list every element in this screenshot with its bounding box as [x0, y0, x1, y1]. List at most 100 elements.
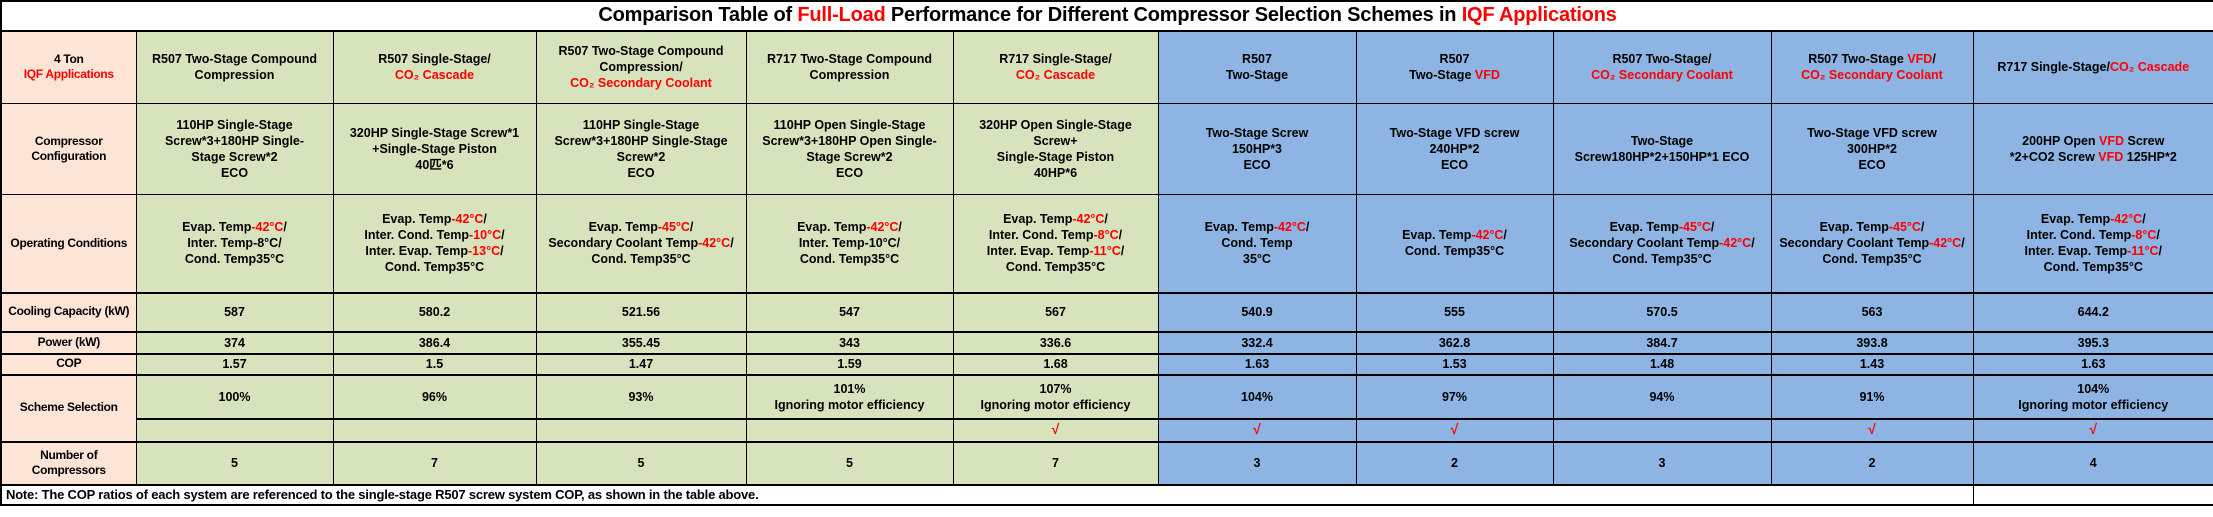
config-cell: 110HP Single-Stage Screw*3+180HP Single-…: [135, 103, 334, 196]
text-segment: / Inter. Cond. Temp: [2026, 212, 2146, 243]
cop-value-cell: 1.48: [1552, 352, 1772, 376]
text-segment: -42°C: [251, 220, 284, 235]
selection-value-cell: 101% Ignoring motor efficiency: [745, 373, 954, 420]
row-label-cell: Cooling Capacity (kW): [0, 291, 137, 333]
text-segment: 355.45: [621, 335, 661, 350]
text-segment: R507 Two-Stage/: [1612, 52, 1712, 67]
text-segment: 580.2: [418, 305, 451, 320]
text-segment: -42°C: [1929, 236, 1962, 251]
text-segment: -42°C: [2110, 212, 2143, 227]
text-segment: 125HP*2: [2123, 150, 2177, 165]
row-label-cell: COP: [0, 352, 137, 376]
text-segment: CO₂ Cascade: [2109, 60, 2190, 75]
text-segment: / Cond. Temp35°C: [1822, 236, 1965, 267]
note-spacer-cell: [1972, 483, 2213, 506]
text-segment: / Cond. Temp35°C: [2043, 244, 2162, 275]
compressor-count-cell: 2: [1770, 440, 1974, 486]
text-segment: -42°C: [1719, 236, 1752, 251]
compressor-count-cell: 3: [1552, 440, 1772, 486]
compressor-count-cell: 5: [535, 440, 747, 486]
conditions-cell: Evap. Temp-42°C/ Inter. Cond. Temp-10°C/…: [332, 194, 537, 294]
selection-value-cell: 104% Ignoring motor efficiency: [1972, 373, 2213, 420]
text-segment: Cooling Capacity (kW): [8, 304, 130, 319]
cop-value-cell: 1.43: [1770, 352, 1974, 376]
text-segment: 5: [231, 456, 238, 471]
text-segment: 3: [1658, 456, 1666, 471]
compressor-count-cell: 5: [135, 440, 334, 486]
text-segment: 5: [846, 456, 853, 471]
text-segment: Evap. Temp: [382, 212, 452, 227]
column-header-cell: R717 Single-Stage/ CO₂ Cascade: [952, 30, 1159, 105]
text-segment: 332.4: [1241, 335, 1273, 350]
selection-value-cell: 97%: [1355, 373, 1554, 420]
text-segment: 362.8: [1438, 335, 1471, 350]
text-segment: R717 Two-Stage Compound Compression: [766, 52, 933, 83]
selection-check-cell: [332, 417, 537, 443]
power-value-cell: 332.4: [1157, 330, 1357, 355]
conditions-cell: Evap. Temp-42°C/ Inter. Temp-10°C/ Cond.…: [745, 194, 954, 294]
text-segment: 4: [2089, 456, 2097, 471]
config-cell: Two-Stage Screw 150HP*3 ECO: [1157, 103, 1357, 196]
selection-check-cell: √: [952, 417, 1159, 443]
column-header-cell: R507 Two-Stage: [1157, 30, 1357, 105]
text-segment: VFD: [1474, 68, 1500, 83]
conditions-cell: Evap. Temp-42°C/ Inter. Cond. Temp-8°C/ …: [952, 194, 1159, 294]
config-cell: 110HP Open Single-Stage Screw*3+180HP Op…: [745, 103, 954, 196]
text-segment: 7: [1052, 456, 1059, 471]
text-segment: 395.3: [2077, 335, 2109, 350]
corner-cell: 4 Ton IQF Applications: [0, 30, 137, 105]
text-segment: / Secondary Coolant Temp: [1779, 220, 1930, 251]
config-cell: 200HP Open VFD Screw *2+CO2 Screw VFD 12…: [1972, 103, 2213, 196]
text-segment: 320HP Single-Stage Screw*1 +Single-Stage…: [349, 126, 520, 173]
text-segment: 2: [1868, 456, 1876, 471]
cop-value-cell: 1.59: [745, 352, 954, 376]
text-segment: / Cond. Temp 35°C: [1221, 220, 1310, 267]
text-segment: -8°C: [1093, 228, 1119, 243]
text-segment: / Cond. Temp35°C: [1612, 236, 1755, 267]
conditions-cell: Evap. Temp-42°C/ Cond. Temp35°C: [1355, 194, 1554, 294]
note-cell: Note: The COP ratios of each system are …: [0, 483, 1974, 506]
text-segment: Evap. Temp: [797, 220, 867, 235]
cooling-value-cell: 540.9: [1157, 291, 1357, 333]
text-segment: CO₂ Cascade: [1015, 68, 1096, 83]
compressor-count-cell: 5: [745, 440, 954, 486]
row-label-cell: Compressor Configuration: [0, 103, 137, 196]
text-segment: 386.4: [418, 335, 451, 350]
text-segment: Evap. Temp: [1609, 220, 1679, 235]
column-header-cell: R507 Single-Stage/ CO₂ Cascade: [332, 30, 537, 105]
check-icon: √: [1450, 421, 1459, 438]
text-segment: 336.6: [1039, 335, 1072, 350]
text-segment: VFD: [2098, 150, 2124, 165]
text-segment: Evap. Temp: [1204, 220, 1274, 235]
text-segment: 521.56: [621, 305, 661, 320]
power-value-cell: 343: [745, 330, 954, 355]
check-icon: √: [1868, 421, 1876, 438]
text-segment: / Cond. Temp35°C: [1404, 228, 1507, 259]
text-segment: / Cond. Temp35°C: [591, 236, 734, 267]
text-segment: 320HP Open Single-Stage Screw+ Single-St…: [979, 118, 1132, 181]
text-segment: / Secondary Coolant Temp: [1569, 220, 1720, 251]
compressor-count-cell: 4: [1972, 440, 2213, 486]
compressor-count-cell: 7: [332, 440, 537, 486]
text-segment: 100%: [218, 389, 251, 404]
text-segment: 4 Ton: [53, 51, 84, 66]
text-segment: 5: [637, 456, 645, 471]
text-segment: 1.57: [222, 357, 247, 372]
cooling-value-cell: 567: [952, 291, 1159, 333]
text-segment: / Inter. Cond. Temp: [988, 212, 1108, 243]
text-segment: 110HP Open Single-Stage Screw*3+180HP Op…: [762, 118, 937, 181]
selection-value-cell: 93%: [535, 373, 747, 420]
text-segment: CO₂ Secondary Coolant: [1591, 68, 1733, 83]
text-segment: Two-Stage VFD screw 300HP*2 ECO: [1807, 126, 1937, 173]
text-segment: 587: [224, 305, 245, 320]
text-segment: 343: [839, 335, 860, 350]
text-segment: CO₂ Secondary Coolant: [570, 76, 712, 91]
text-segment: VFD: [1907, 52, 1933, 67]
column-header-cell: R717 Two-Stage Compound Compression: [745, 30, 954, 105]
text-segment: -11°C: [1089, 244, 1121, 259]
text-segment: 91%: [1859, 389, 1885, 404]
row-label-cell: Operating Conditions: [0, 194, 137, 294]
conditions-cell: Evap. Temp-42°C/ Cond. Temp 35°C: [1157, 194, 1357, 294]
power-value-cell: 355.45: [535, 330, 747, 355]
